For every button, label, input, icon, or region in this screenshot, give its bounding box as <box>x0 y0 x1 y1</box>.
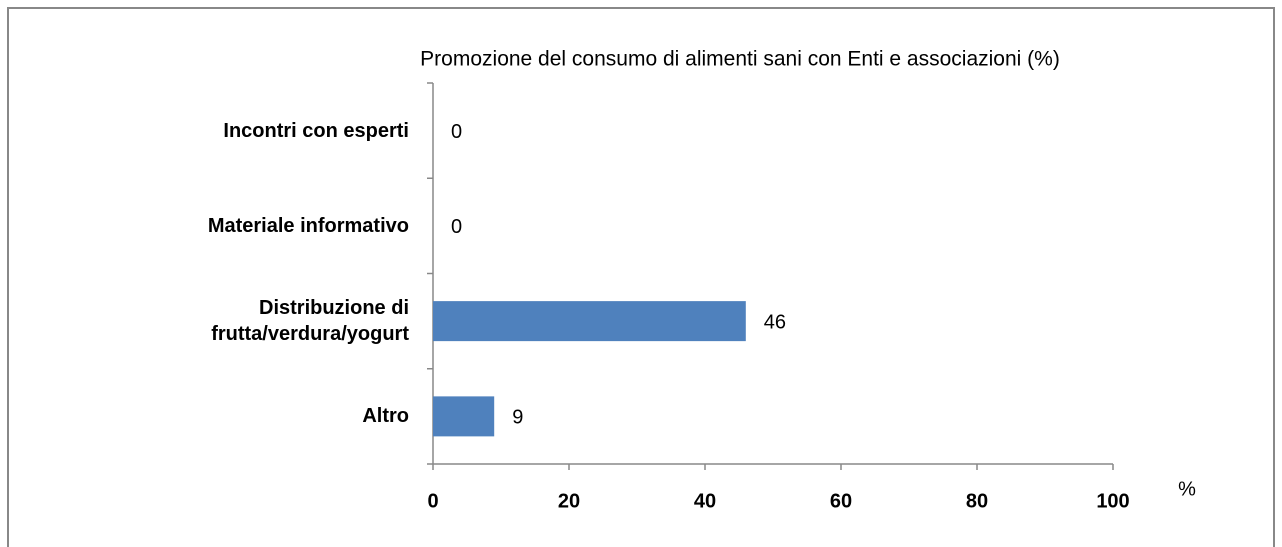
y-tick-label: Incontri con esperti <box>223 119 409 142</box>
chart-border <box>7 7 1275 547</box>
x-tick-label: 60 <box>830 490 852 512</box>
data-label: 0 <box>451 216 462 238</box>
bar <box>433 301 746 342</box>
y-tick-label: Distribuzione di frutta/verdura/yogurt <box>211 297 409 346</box>
data-label: 9 <box>512 407 523 429</box>
chart-title: Promozione del consumo di alimenti sani … <box>420 48 1060 71</box>
x-tick-label: 80 <box>966 490 988 512</box>
bar <box>433 396 495 437</box>
y-tick-label: Altro <box>362 405 409 428</box>
x-tick-label: 40 <box>694 490 716 512</box>
data-label: 46 <box>764 311 786 333</box>
x-tick-label: 100 <box>1096 490 1129 512</box>
x-tick-label: 20 <box>558 490 580 512</box>
data-label: 0 <box>451 121 462 143</box>
y-tick-label: Materiale informativo <box>207 214 409 237</box>
x-axis-label: % <box>1178 478 1196 500</box>
x-tick-label: 0 <box>427 490 438 512</box>
